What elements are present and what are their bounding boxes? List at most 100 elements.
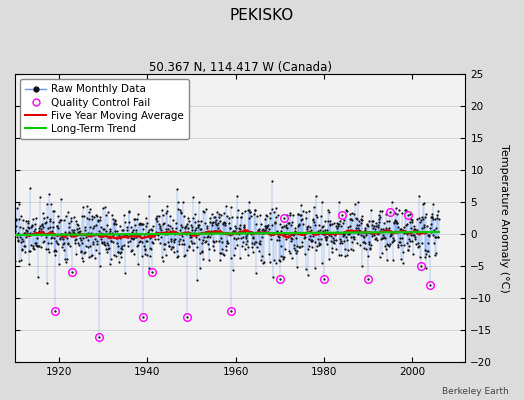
Point — [171, 236, 180, 242]
Point — [394, 223, 402, 230]
Point — [387, 228, 395, 234]
Point — [16, 257, 25, 263]
Point — [110, 219, 118, 226]
Point — [11, 258, 19, 264]
Point — [213, 208, 221, 215]
Point — [371, 229, 379, 235]
Point — [16, 234, 24, 240]
Point — [139, 226, 148, 232]
Point — [234, 207, 242, 213]
Point — [270, 220, 279, 226]
Point — [366, 207, 375, 213]
Point — [61, 228, 69, 235]
Point — [203, 233, 211, 240]
Point — [151, 215, 160, 221]
Point — [100, 239, 108, 245]
Point — [298, 216, 306, 222]
Point — [309, 217, 318, 224]
Point — [96, 262, 105, 269]
Point — [389, 234, 398, 241]
Point — [111, 217, 119, 223]
Point — [206, 228, 215, 234]
Point — [331, 237, 340, 243]
Point — [162, 231, 171, 238]
Point — [184, 243, 193, 249]
Point — [283, 230, 291, 236]
Point — [189, 215, 198, 221]
Point — [237, 214, 246, 221]
Point — [24, 220, 32, 226]
Point — [117, 246, 126, 252]
Point — [358, 263, 366, 270]
Point — [420, 254, 429, 261]
Point — [105, 230, 113, 236]
Point — [378, 234, 386, 241]
Point — [361, 224, 369, 231]
Point — [252, 220, 260, 227]
Point — [325, 231, 333, 238]
Point — [377, 208, 386, 214]
Point — [342, 234, 350, 240]
Point — [275, 256, 283, 263]
Point — [377, 236, 385, 242]
Point — [299, 208, 307, 214]
Point — [182, 247, 191, 254]
Point — [17, 213, 25, 220]
Point — [181, 225, 189, 232]
Point — [269, 274, 278, 280]
Point — [433, 234, 442, 241]
Point — [297, 202, 305, 208]
Point — [192, 234, 200, 240]
Point — [379, 234, 388, 241]
Point — [241, 207, 249, 214]
Point — [194, 222, 203, 229]
Point — [383, 240, 391, 247]
Point — [249, 234, 257, 241]
Point — [331, 230, 339, 237]
Point — [272, 229, 281, 235]
Point — [388, 238, 397, 244]
Point — [60, 217, 69, 223]
Point — [130, 216, 139, 222]
Point — [386, 241, 394, 247]
Point — [271, 219, 279, 225]
Point — [69, 228, 78, 235]
Point — [93, 241, 101, 248]
Point — [426, 282, 434, 288]
Point — [408, 216, 417, 223]
Point — [423, 232, 432, 238]
Point — [324, 218, 332, 224]
Point — [174, 252, 182, 259]
Point — [176, 236, 184, 242]
Point — [115, 232, 123, 238]
Point — [330, 240, 339, 246]
Point — [188, 224, 196, 230]
Point — [112, 253, 121, 259]
Point — [256, 238, 265, 244]
Point — [43, 280, 51, 286]
Y-axis label: Temperature Anomaly (°C): Temperature Anomaly (°C) — [499, 144, 509, 292]
Point — [110, 220, 118, 227]
Point — [334, 199, 343, 205]
Point — [152, 216, 160, 222]
Point — [61, 255, 70, 262]
Point — [19, 243, 28, 250]
Point — [89, 225, 97, 231]
Point — [428, 214, 436, 220]
Point — [336, 238, 345, 244]
Point — [53, 224, 62, 231]
Point — [385, 225, 393, 231]
Point — [331, 232, 340, 238]
Point — [62, 259, 70, 266]
Point — [223, 240, 232, 246]
Point — [212, 221, 221, 228]
Point — [227, 308, 236, 314]
Point — [129, 250, 138, 257]
Point — [188, 240, 196, 247]
Point — [357, 217, 366, 224]
Point — [100, 241, 108, 248]
Point — [353, 222, 362, 228]
Point — [137, 220, 145, 227]
Point — [408, 238, 416, 244]
Point — [286, 249, 294, 256]
